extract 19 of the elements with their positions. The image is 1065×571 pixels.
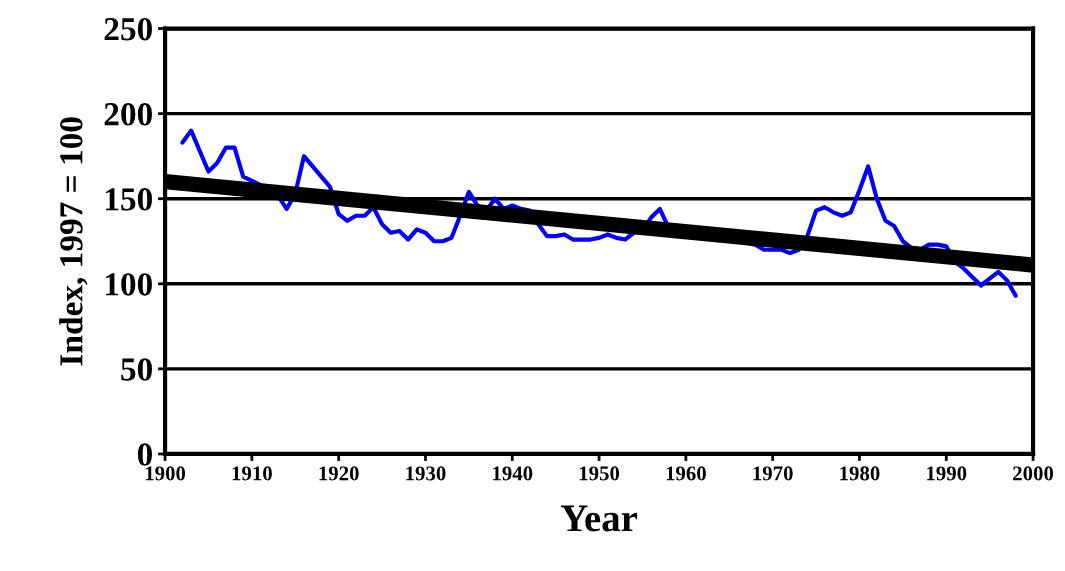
x-tick-label: 1990 <box>927 466 967 481</box>
x-tick-label: 1970 <box>753 466 793 481</box>
x-tick-label: 1900 <box>145 466 186 481</box>
y-tick-label: 200 <box>104 103 152 126</box>
y-axis-title: Index, 1997 = 100 <box>59 117 88 366</box>
y-tick-label: 250 <box>104 17 152 41</box>
x-tick-label: 1920 <box>319 466 359 481</box>
x-tick-label: 1940 <box>493 466 533 481</box>
y-tick-label: 150 <box>105 188 152 211</box>
x-axis-title: Year <box>560 505 638 532</box>
x-tick-label: 1910 <box>232 466 272 481</box>
x-tick-label: 1950 <box>579 466 620 481</box>
y-tick-label: 50 <box>121 358 152 381</box>
y-tick-label: 0 <box>137 443 152 466</box>
y-tick-label: 100 <box>105 273 152 296</box>
x-tick-label: 1960 <box>666 466 706 481</box>
x-tick-label: 1980 <box>840 466 880 481</box>
x-tick-label: 1930 <box>406 466 446 481</box>
x-tick-label: 2000 <box>1013 466 1054 481</box>
